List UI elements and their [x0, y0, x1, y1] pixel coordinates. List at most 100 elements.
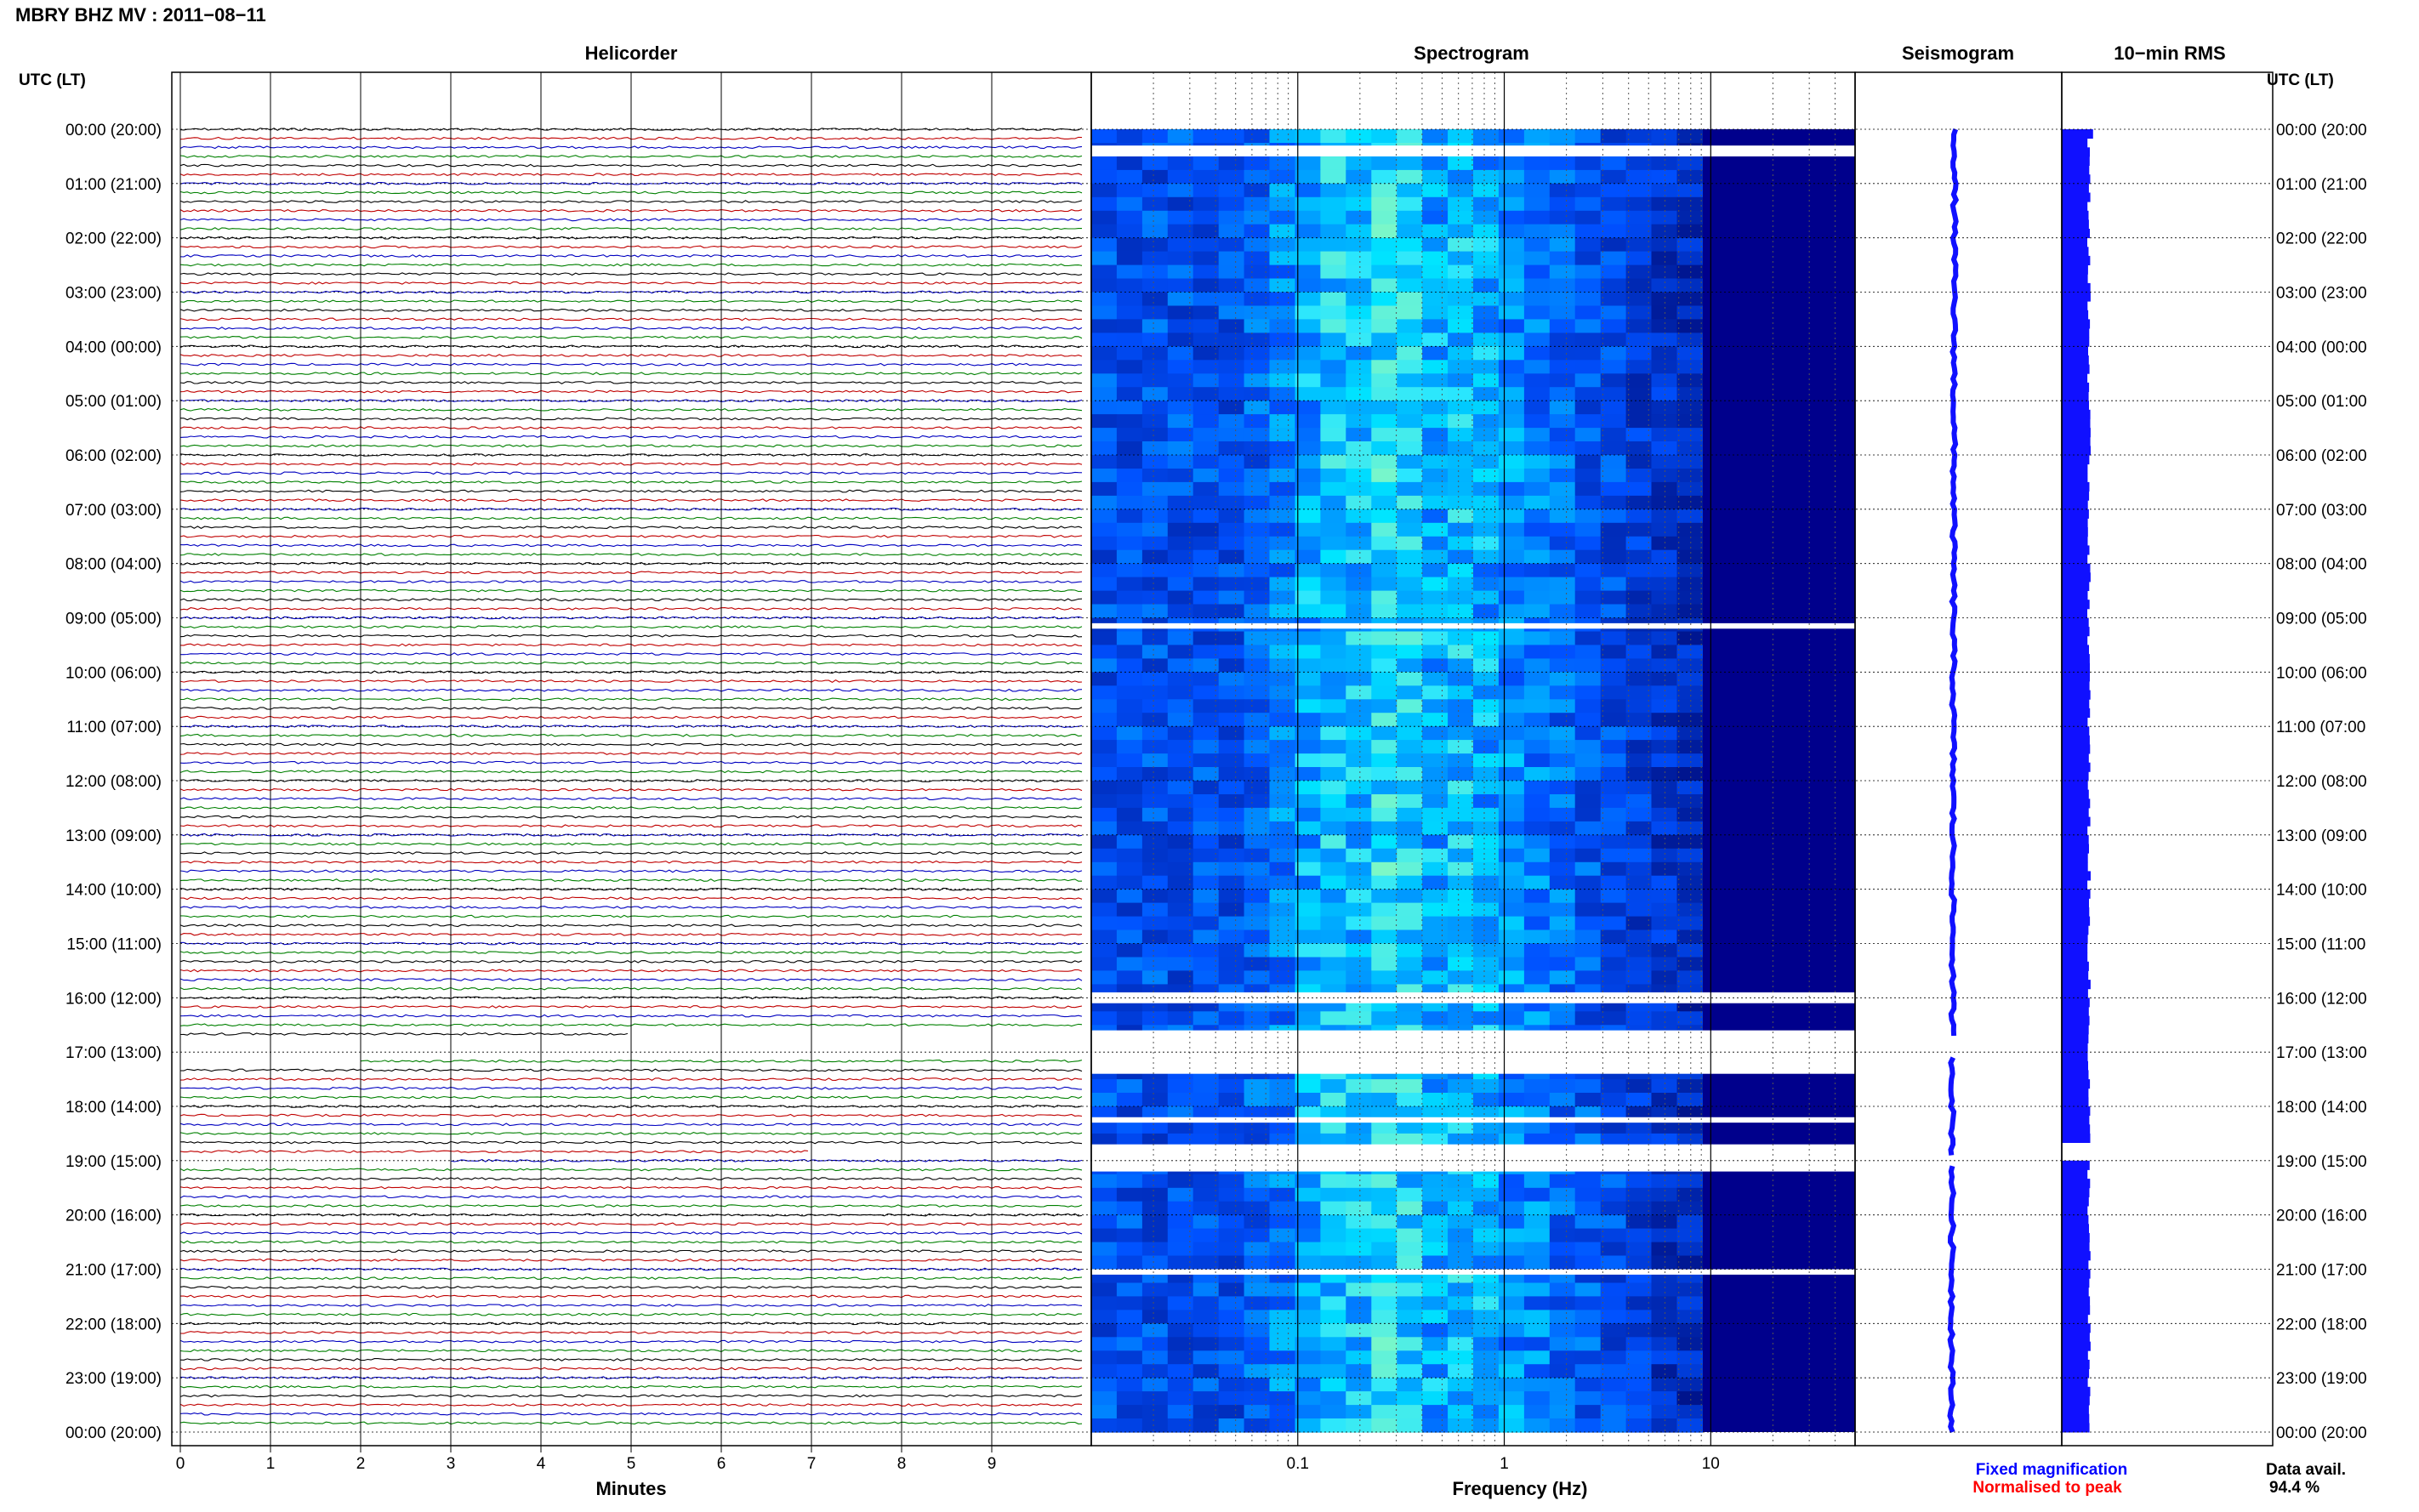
hour-labels: 00:00 (20:00) 00:00 (20:00 01:00 (21:00) 01… [65, 71, 2367, 1447]
rms-bar [2062, 292, 2091, 302]
rms-bar [2062, 925, 2089, 935]
rms-bar [2062, 952, 2088, 963]
hour-label-right: 18:00 (14:00 [2276, 1099, 2367, 1117]
rms-bar [2062, 1015, 2090, 1026]
rms-bar [2062, 346, 2088, 356]
time-header-right: UTC (LT) [2267, 71, 2334, 89]
rms-bar [2062, 409, 2091, 419]
hour-label-left: 09:00 (05:00) [65, 611, 162, 628]
hour-label-right: 17:00 (13:00 [2276, 1044, 2367, 1062]
hour-label-left: 10:00 (06:00) [65, 664, 162, 682]
rms-bar [2062, 518, 2088, 528]
rms-bar [2062, 572, 2091, 583]
rms-bar [2062, 481, 2090, 492]
hour-label-left: 02:00 (22:00) [65, 230, 162, 248]
rms-bar [2062, 988, 2088, 998]
rms-bar [2062, 771, 2089, 782]
hour-label-right: 07:00 (03:00 [2276, 502, 2367, 520]
rms-bar [2062, 1359, 2090, 1369]
rms-bar [2062, 834, 2089, 844]
rms-bar [2062, 1124, 2091, 1134]
rms-bar [2062, 1378, 2088, 1388]
rms-bar [2062, 916, 2091, 926]
rms-bar [2062, 473, 2088, 483]
rms-bar [2062, 563, 2091, 573]
minute-tick-label: 4 [537, 1455, 546, 1473]
rms-bar [2062, 418, 2091, 429]
hour-label-left: 01:00 (21:00) [65, 176, 162, 194]
hour-label-left: 08:00 (04:00) [65, 556, 162, 574]
hour-label-right: 02:00 (22:00 [2276, 230, 2367, 248]
rms-bar [2062, 799, 2091, 809]
hour-label-right: 04:00 (00:00 [2276, 338, 2367, 356]
rms-bar [2062, 889, 2091, 899]
rms-bar [2062, 726, 2090, 736]
rms-bar [2062, 600, 2090, 610]
rms-bar [2062, 1296, 2091, 1306]
rms-bar [2062, 735, 2090, 745]
rms-bar [2062, 1386, 2091, 1396]
hour-label-right: 12:00 (08:00 [2276, 773, 2367, 791]
rms-bar [2062, 1214, 2089, 1225]
minute-tick-label: 8 [897, 1455, 907, 1473]
rms-bar [2062, 980, 2091, 990]
rms-bar [2062, 174, 2091, 185]
rms-bar [2062, 491, 2090, 501]
hour-label-left: 00:00 (20:00) [65, 122, 162, 139]
rms-bar [2062, 165, 2090, 175]
rms-bar [2062, 1043, 2088, 1053]
rms-bar [2062, 1097, 2089, 1107]
rms-bar [2062, 364, 2090, 374]
hour-label-left: 00:00 (20:00) [65, 1424, 162, 1442]
hour-label-right: 00:00 (20:00 [2276, 1424, 2367, 1442]
rms-bar [2062, 1314, 2088, 1324]
rms-bar [2062, 527, 2088, 537]
rms-bar [2062, 853, 2088, 863]
rms-bar [2062, 1242, 2090, 1252]
rms-bar [2062, 536, 2088, 546]
rms-bar [2062, 807, 2089, 817]
rms-bar [2062, 274, 2088, 284]
rms-bar [2062, 147, 2090, 157]
hour-label-right: 13:00 (09:00 [2276, 827, 2367, 845]
rms-bar [2062, 1368, 2090, 1378]
rms-bar [2062, 645, 2089, 655]
hour-label-left: 19:00 (15:00) [65, 1153, 162, 1171]
rms-bar [2062, 898, 2089, 908]
hour-label-right: 16:00 (12:00 [2276, 990, 2367, 1008]
hour-label-right: 03:00 (23:00 [2276, 285, 2367, 303]
rms-bar [2062, 455, 2090, 465]
rms-bar [2062, 717, 2088, 727]
frequency-tick-label: 0.1 [1287, 1455, 1309, 1473]
rms-bar [2062, 463, 2088, 474]
rms-bar [2062, 690, 2091, 700]
hour-label-left: 18:00 (14:00) [65, 1099, 162, 1117]
hour-label-right: 08:00 (04:00 [2276, 556, 2367, 574]
rms-bar [2062, 391, 2089, 401]
hour-label-right: 23:00 (19:00 [2276, 1370, 2367, 1388]
hour-label-right: 06:00 (02:00 [2276, 447, 2367, 465]
rms-bar [2062, 1341, 2091, 1351]
hour-label-right: 14:00 (10:00 [2276, 882, 2367, 900]
rms-bar [2062, 156, 2090, 166]
rms-bar [2062, 210, 2089, 220]
rms-bar [2062, 789, 2089, 799]
hour-label-right: 10:00 (06:00 [2276, 664, 2367, 682]
helicorder-panel [179, 72, 1083, 1446]
rms-bar [2062, 1070, 2089, 1080]
frequency-tick-label: 10 [1702, 1455, 1720, 1473]
hour-label-left: 21:00 (17:00) [65, 1262, 162, 1280]
rms-bar [2062, 1007, 2089, 1017]
hour-label-right: 01:00 (21:00 [2276, 176, 2367, 194]
figure-title: MBRY BHZ MV : 2011−08−11 [15, 4, 266, 26]
hour-label-left: 22:00 (18:00) [65, 1316, 162, 1333]
rms-bar [2062, 1259, 2089, 1270]
spectrogram-title: Spectrogram [1414, 43, 1529, 64]
rms-bar [2062, 183, 2089, 193]
rms-bar [2062, 998, 2090, 1008]
rms-bar [2062, 934, 2088, 944]
rms-bar [2062, 192, 2091, 202]
rms-bar [2062, 943, 2088, 953]
rms-bar [2062, 907, 2090, 917]
